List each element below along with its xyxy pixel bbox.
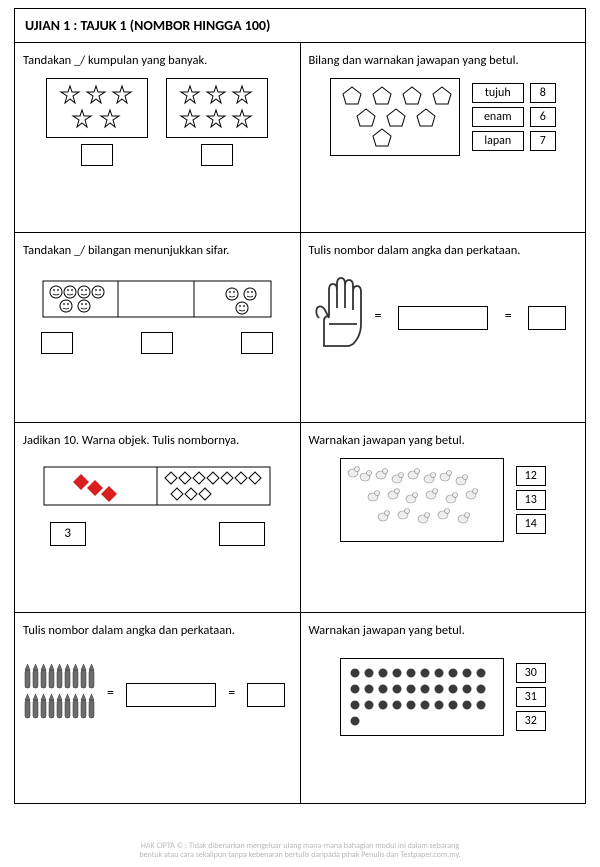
option-word[interactable]: enam [472, 107, 524, 127]
page-title: UJIAN 1 : TAJUK 1 (NOMBOR HINGGA 100) [15, 9, 585, 43]
dots-group [340, 658, 504, 736]
hand-icon [309, 276, 369, 354]
cell-r3c1: Jadikan 10. Warna objek. Tulis nombornya… [15, 423, 301, 613]
pencils-icon [23, 664, 101, 720]
dots-31-icon [347, 667, 497, 727]
smiley-icon [50, 286, 104, 312]
number-options: 30 31 32 [516, 663, 546, 731]
option-num[interactable]: 6 [530, 107, 556, 127]
worksheet-page: UJIAN 1 : TAJUK 1 (NOMBOR HINGGA 100) Ta… [14, 8, 586, 804]
answer-box[interactable] [201, 144, 233, 166]
instruction: Tulis nombor dalam angka dan perkataan. [309, 243, 578, 258]
instruction: Bilang dan warnakan jawapan yang betul. [309, 53, 578, 68]
copyright-footer: HAK CIPTA © : Tidak dibenarkan mengeluar… [0, 842, 600, 861]
number-options: 12 13 14 [516, 466, 546, 534]
instruction: Warnakan jawapan yang betul. [309, 623, 578, 638]
option-num[interactable]: 13 [516, 490, 546, 510]
diamonds-panel-icon [43, 466, 271, 508]
option-num[interactable]: 7 [530, 131, 556, 151]
instruction: Tulis nombor dalam angka dan perkataan. [23, 623, 292, 638]
cell-r1c1: Tandakan _/ kumpulan yang banyak. [15, 43, 301, 233]
word-options: tujuh 8 enam 6 lapan 7 [472, 83, 556, 151]
answer-box[interactable] [41, 332, 73, 354]
answer-box-num[interactable] [247, 683, 285, 707]
cell-r2c1: Tandakan _/ bilangan menunjukkan sifar. [15, 233, 301, 423]
instruction: Tandakan _/ kumpulan yang banyak. [23, 53, 292, 68]
cell-r4c2: Warnakan jawapan yang betul. 30 31 [301, 613, 586, 803]
instruction: Tandakan _/ bilangan menunjukkan sifar. [23, 243, 292, 258]
equals-sign: = [375, 307, 382, 324]
equals-sign: = [107, 684, 114, 701]
row-2: Tandakan _/ bilangan menunjukkan sifar. [15, 233, 585, 423]
row-1: Tandakan _/ kumpulan yang banyak. [15, 43, 585, 233]
option-num[interactable]: 14 [516, 514, 546, 534]
pentagon-group [330, 78, 460, 156]
cell-r1c2: Bilang dan warnakan jawapan yang betul. [301, 43, 586, 233]
equals-sign: = [228, 684, 235, 701]
instruction: Jadikan 10. Warna objek. Tulis nombornya… [23, 433, 292, 448]
row-3: Jadikan 10. Warna objek. Tulis nombornya… [15, 423, 585, 613]
ducks-icon [347, 465, 497, 535]
three-compart-icon [42, 280, 272, 320]
option-num[interactable]: 32 [516, 711, 546, 731]
pentagons-icon [335, 85, 455, 149]
answer-box-word[interactable] [126, 683, 216, 707]
option-num[interactable]: 31 [516, 687, 546, 707]
equals-sign: = [505, 307, 512, 324]
ducks-group [340, 458, 504, 542]
option-num[interactable]: 30 [516, 663, 546, 683]
answer-box[interactable] [141, 332, 173, 354]
star-group-left [46, 78, 148, 138]
stars-5-icon [53, 84, 141, 132]
answer-box-word[interactable] [398, 306, 488, 330]
cell-r2c2: Tulis nombor dalam angka dan perkataan. … [301, 233, 586, 423]
instruction: Warnakan jawapan yang betul. [309, 433, 578, 448]
row-4: Tulis nombor dalam angka dan perkataan. [15, 613, 585, 803]
option-word[interactable]: tujuh [472, 83, 524, 103]
answer-box[interactable] [241, 332, 273, 354]
option-num[interactable]: 12 [516, 466, 546, 486]
cell-r3c2: Warnakan jawapan yang betul. [301, 423, 586, 613]
given-value: 3 [50, 522, 86, 546]
option-word[interactable]: lapan [472, 131, 524, 151]
stars-6-icon [173, 84, 261, 132]
star-group-right [166, 78, 268, 138]
answer-box-num[interactable] [528, 306, 566, 330]
answer-box[interactable] [219, 522, 265, 546]
footer-line: bentuk atau cara sekalipun tanpa kebenar… [0, 851, 600, 861]
cell-r4c1: Tulis nombor dalam angka dan perkataan. [15, 613, 301, 803]
answer-box[interactable] [81, 144, 113, 166]
option-num[interactable]: 8 [530, 83, 556, 103]
